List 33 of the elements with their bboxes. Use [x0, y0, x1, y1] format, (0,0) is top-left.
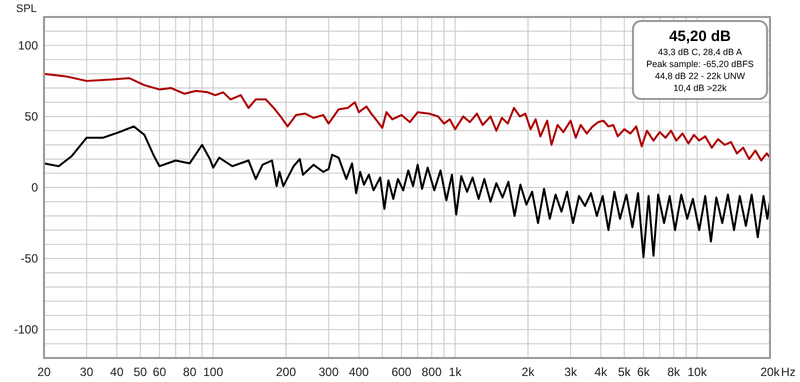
x-tick-label: 1k — [448, 365, 462, 379]
y-tick-label: 100 — [18, 38, 38, 52]
x-tick-label: 50 — [134, 365, 148, 379]
x-tick-label: 2k — [522, 365, 536, 379]
x-tick-label: 800 — [422, 365, 442, 379]
y-tick-label: -50 — [20, 252, 38, 266]
x-tick-label: 30 — [80, 365, 94, 379]
x-tick-label: 600 — [391, 365, 412, 379]
y-tick-label: -100 — [14, 322, 38, 337]
x-tick-label: 400 — [348, 365, 370, 379]
x-tick-label: 80 — [183, 365, 197, 379]
annotation: 44,8 dB 22 - 22k UNW — [654, 71, 746, 81]
x-tick-label: 300 — [318, 365, 339, 379]
x-tick-label: 10k — [687, 365, 708, 379]
x-tick-label: 3k — [564, 365, 578, 379]
y-tick-label: 0 — [31, 180, 38, 194]
annotation: 10,4 dB >22k — [673, 83, 728, 93]
annotation: Peak sample: -65,20 dBFS — [646, 59, 754, 69]
x-tick-label: 8k — [667, 365, 682, 379]
x-tick-label: 5k — [618, 365, 632, 379]
x-tick-label: 40 — [110, 365, 124, 379]
x-tick-label: 6k — [637, 365, 651, 379]
y-tick-label: 50 — [24, 109, 38, 124]
x-tick-label: 20 — [37, 365, 51, 379]
x-tick-label: 4k — [594, 365, 608, 379]
annotation: 43,3 dB C, 28,4 dB A — [658, 47, 742, 57]
x-tick-label: 100 — [203, 365, 224, 379]
x-tick-label: 20k — [760, 365, 781, 379]
x-tick-label: 60 — [152, 365, 166, 379]
y-axis-title: SPL — [16, 3, 37, 15]
x-tick-label: 200 — [276, 365, 296, 379]
annotation: 45,20 dB — [669, 28, 732, 45]
x-axis-title: Hz — [781, 365, 796, 379]
